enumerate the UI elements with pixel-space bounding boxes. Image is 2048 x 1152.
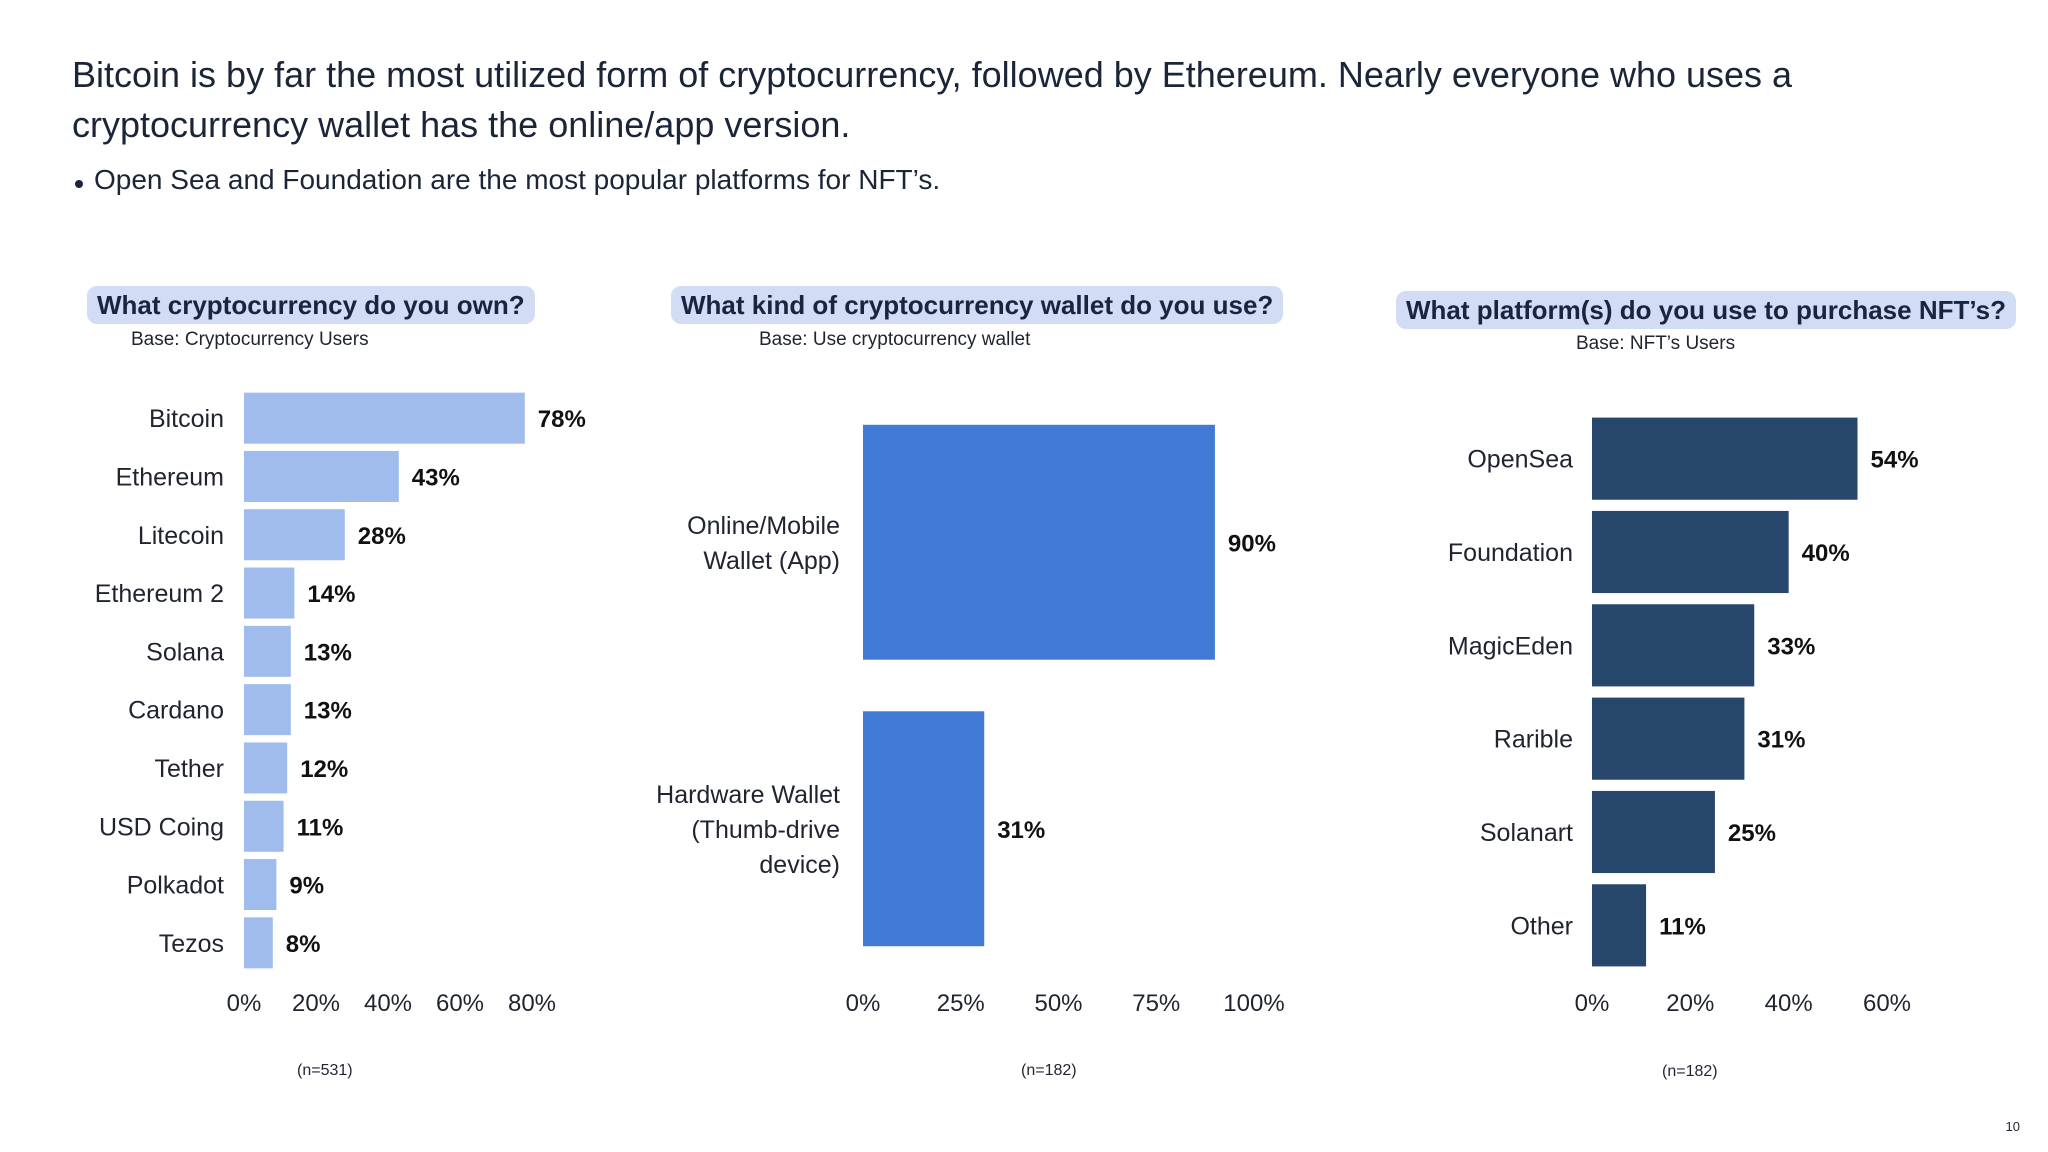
tick-label: 50%	[1034, 990, 1082, 1017]
bar	[244, 800, 284, 852]
tick-label: 0%	[227, 990, 262, 1017]
category-label: Cardano	[128, 697, 224, 725]
tick-label: 0%	[1575, 990, 1610, 1017]
tick-label: 20%	[292, 990, 340, 1017]
bullet-point: Open Sea and Foundation are the most pop…	[74, 164, 941, 195]
category-label: Online/Mobile	[687, 512, 840, 540]
category-label: USD Coing	[99, 813, 224, 841]
category-label: Rarible	[1494, 726, 1573, 754]
tick-label: 20%	[1666, 990, 1714, 1017]
tick-label: 40%	[1765, 990, 1813, 1017]
category-label: Foundation	[1448, 539, 1573, 567]
data-label: 54%	[1871, 447, 1919, 474]
category-label: (Thumb-drive	[691, 816, 840, 844]
data-label: 40%	[1802, 540, 1850, 567]
bar	[244, 567, 295, 619]
tick-label: 60%	[436, 990, 484, 1017]
data-label: 90%	[1228, 530, 1276, 557]
data-label: 13%	[304, 698, 352, 725]
chart3-base: Base: NFT’s Users	[1576, 333, 1736, 354]
bar	[1592, 417, 1858, 500]
chart-wallet-type: 90% Online/Mobile Wallet (App) 31% Hardware …	[656, 424, 1285, 1017]
data-label: 78%	[538, 406, 586, 433]
bar	[244, 859, 277, 911]
bar	[244, 625, 291, 677]
category-label: Solanart	[1480, 819, 1573, 847]
bar	[244, 684, 291, 736]
category-label: Ethereum	[116, 463, 224, 491]
data-label: 11%	[297, 814, 344, 841]
chart-cryptocurrency-owned: 78% Bitcoin 43% Ethereum 28% Litecoin 14% Ether…	[95, 392, 586, 1017]
chart1-question: What cryptocurrency do you own?	[87, 286, 535, 324]
tick-label: 0%	[846, 990, 881, 1017]
headline: Bitcoin is by far the most utilized form…	[72, 54, 1793, 145]
bar	[1592, 884, 1647, 967]
chart1-sample-size: (n=531)	[297, 1062, 353, 1079]
bar	[863, 711, 985, 947]
chart1-base: Base: Cryptocurrency Users	[131, 329, 369, 350]
chart2-question: What kind of cryptocurrency wallet do yo…	[671, 286, 1284, 324]
bar	[244, 917, 273, 969]
data-label: 14%	[307, 581, 355, 608]
chart2-sample-size: (n=182)	[1021, 1062, 1077, 1079]
data-label: 25%	[1728, 820, 1776, 847]
data-label: 31%	[1757, 727, 1805, 754]
tick-label: 60%	[1863, 990, 1911, 1017]
bar	[1592, 510, 1789, 594]
category-label: Litecoin	[138, 522, 224, 550]
chart2-base: Base: Use cryptocurrency wallet	[759, 329, 1031, 350]
bar	[1592, 790, 1715, 874]
bar	[244, 509, 345, 561]
data-label: 33%	[1767, 633, 1815, 660]
category-label: Solana	[146, 638, 224, 666]
category-label: Hardware Wallet	[656, 781, 840, 809]
data-label: 11%	[1659, 913, 1706, 940]
category-label: device)	[759, 851, 840, 879]
category-label: Other	[1510, 912, 1573, 940]
data-label: 28%	[358, 523, 406, 550]
tick-label: 75%	[1132, 990, 1180, 1017]
data-label: 12%	[300, 756, 348, 783]
chart3-sample-size: (n=182)	[1662, 1063, 1718, 1080]
category-label: Tezos	[159, 930, 224, 958]
data-label: 8%	[286, 931, 321, 958]
bar	[244, 742, 288, 794]
bar	[244, 392, 525, 444]
tick-label: 80%	[508, 990, 556, 1017]
category-label: Tether	[155, 755, 224, 783]
category-label: Bitcoin	[149, 405, 224, 433]
data-label: 9%	[289, 873, 324, 900]
category-label: Wallet (App)	[703, 547, 840, 575]
tick-label: 100%	[1223, 990, 1284, 1017]
page-number: 10	[2005, 1119, 2020, 1134]
data-label: 31%	[997, 817, 1045, 844]
bar	[1592, 604, 1755, 687]
category-label: MagicEden	[1448, 632, 1573, 660]
bar	[863, 424, 1215, 660]
category-label: Ethereum 2	[95, 580, 224, 608]
tick-label: 25%	[937, 990, 985, 1017]
tick-label: 40%	[364, 990, 412, 1017]
bar	[1592, 697, 1745, 780]
category-label: Polkadot	[127, 872, 224, 900]
bar	[244, 450, 399, 502]
data-label: 13%	[304, 639, 352, 666]
chart3-question: What platform(s) do you use to purchase …	[1396, 291, 2016, 329]
data-label: 43%	[412, 464, 460, 491]
category-label: OpenSea	[1467, 446, 1573, 474]
